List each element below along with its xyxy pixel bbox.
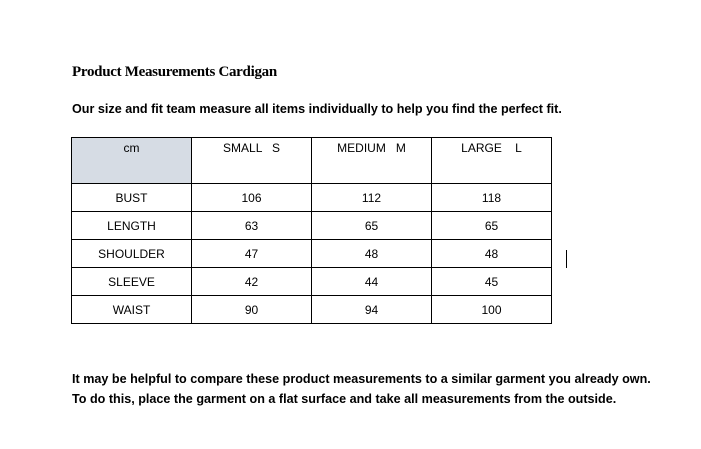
cell: 90 bbox=[191, 295, 312, 324]
cell: 65 bbox=[431, 211, 552, 240]
footer-line: It may be helpful to compare these produ… bbox=[72, 372, 651, 386]
row-label: SLEEVE bbox=[71, 267, 192, 296]
title: Product Measurements Cardigan bbox=[72, 64, 277, 80]
row-label: WAIST bbox=[71, 295, 192, 324]
subtitle: Our size and fit team measure all items … bbox=[72, 102, 562, 116]
footer-line: To do this, place the garment on a flat … bbox=[72, 392, 617, 406]
cell: 100 bbox=[431, 295, 552, 324]
cell: 63 bbox=[191, 211, 312, 240]
header-cell: SMALL S bbox=[191, 137, 312, 184]
header-cell: MEDIUM M bbox=[311, 137, 432, 184]
table-row: SLEEVE 42 44 45 bbox=[71, 267, 552, 296]
header-row: cm SMALL S MEDIUM M LARGE L bbox=[71, 137, 552, 184]
cell: 48 bbox=[431, 239, 552, 268]
cell: 42 bbox=[191, 267, 312, 296]
cell: 65 bbox=[311, 211, 432, 240]
cell: 106 bbox=[191, 183, 312, 212]
cell: 94 bbox=[311, 295, 432, 324]
text-cursor bbox=[566, 250, 567, 268]
row-label: LENGTH bbox=[71, 211, 192, 240]
cell: 45 bbox=[431, 267, 552, 296]
cell: 48 bbox=[311, 239, 432, 268]
header-cell: LARGE L bbox=[431, 137, 552, 184]
cell: 118 bbox=[431, 183, 552, 212]
cell: 112 bbox=[311, 183, 432, 212]
row-label: SHOULDER bbox=[71, 239, 192, 268]
table-row: BUST 106 112 118 bbox=[71, 183, 552, 212]
header-cell: cm bbox=[71, 137, 192, 184]
cell: 47 bbox=[191, 239, 312, 268]
table-row: WAIST 90 94 100 bbox=[71, 295, 552, 324]
measurements-table: cm SMALL S MEDIUM M LARGE L BUST 106 112 118 LEN… bbox=[71, 137, 552, 324]
table-row: SHOULDER 47 48 48 bbox=[71, 239, 552, 268]
cell: 44 bbox=[311, 267, 432, 296]
table-row: LENGTH 63 65 65 bbox=[71, 211, 552, 240]
row-label: BUST bbox=[71, 183, 192, 212]
